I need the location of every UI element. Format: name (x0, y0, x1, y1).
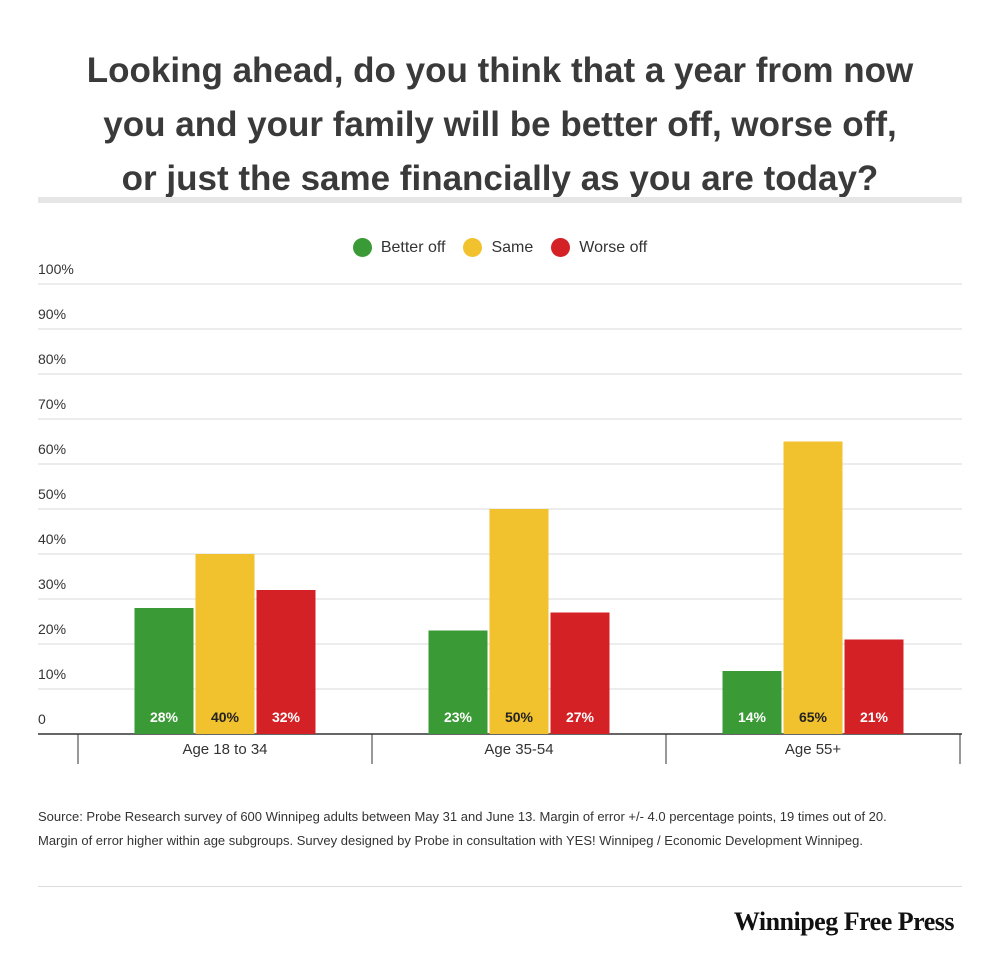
legend-label: Same (491, 238, 534, 256)
data-label: 65% (799, 709, 828, 725)
title-line: or just the same financially as you are … (121, 159, 879, 198)
footer-divider (38, 886, 962, 887)
y-tick-label: 60% (38, 441, 66, 457)
publisher-logo: Winnipeg Free Press (733, 907, 955, 936)
data-label: 21% (860, 709, 889, 725)
x-tick-label: Age 55+ (785, 741, 842, 758)
y-tick-label: 70% (38, 396, 66, 412)
data-label: 27% (566, 709, 595, 725)
data-label: 40% (211, 709, 240, 725)
bar (844, 639, 904, 734)
legend-swatch-better-off (352, 238, 372, 257)
chart-title: Looking ahead, do you think that a year … (0, 44, 1000, 206)
title-line: you and your family will be better off, … (103, 105, 897, 144)
bar (722, 671, 782, 734)
bar (428, 630, 488, 734)
y-tick-label: 100% (38, 261, 74, 277)
x-tick-label: Age 35-54 (484, 741, 553, 758)
y-tick-label: 80% (38, 351, 66, 367)
y-tick-label: 90% (38, 306, 66, 322)
x-tick-label: Age 18 to 34 (182, 741, 267, 758)
legend-item-better-off: Better off (352, 238, 446, 257)
data-label: 28% (150, 709, 179, 725)
legend-swatch-worse-off (551, 238, 571, 257)
y-tick-label: 30% (38, 576, 66, 592)
data-label: 50% (505, 709, 534, 725)
data-label: 23% (444, 709, 473, 725)
data-label: 14% (738, 709, 767, 725)
bar (195, 554, 255, 734)
data-label: 32% (272, 709, 301, 725)
title-line: Looking ahead, do you think that a year … (86, 51, 914, 90)
y-tick-label: 10% (38, 666, 66, 682)
source-line: Margin of error higher within age subgro… (38, 833, 863, 848)
bar (550, 612, 610, 734)
y-tick-label: 40% (38, 531, 66, 547)
bar (489, 509, 549, 734)
legend-label: Better off (380, 238, 446, 256)
bar-chart: 0 10% 20% 30% 40% 50% 60% 70% 80% 90% 100% 28% 40% 32… (38, 261, 962, 764)
legend-item-worse-off: Worse off (551, 238, 647, 257)
legend-swatch-same (463, 238, 483, 257)
bar (783, 441, 843, 734)
title-divider (38, 197, 962, 203)
bar (134, 608, 194, 734)
chart-legend: Better off Same Worse off (0, 238, 1000, 257)
source-note: Source: Probe Research survey of 600 Win… (38, 805, 968, 853)
legend-label: Worse off (579, 238, 648, 256)
legend-item-same: Same (463, 238, 533, 257)
bar (256, 590, 316, 734)
y-tick-label: 20% (38, 621, 66, 637)
y-tick-label: 0 (38, 711, 46, 727)
y-tick-label: 50% (38, 486, 66, 502)
source-line: Source: Probe Research survey of 600 Win… (38, 809, 887, 824)
